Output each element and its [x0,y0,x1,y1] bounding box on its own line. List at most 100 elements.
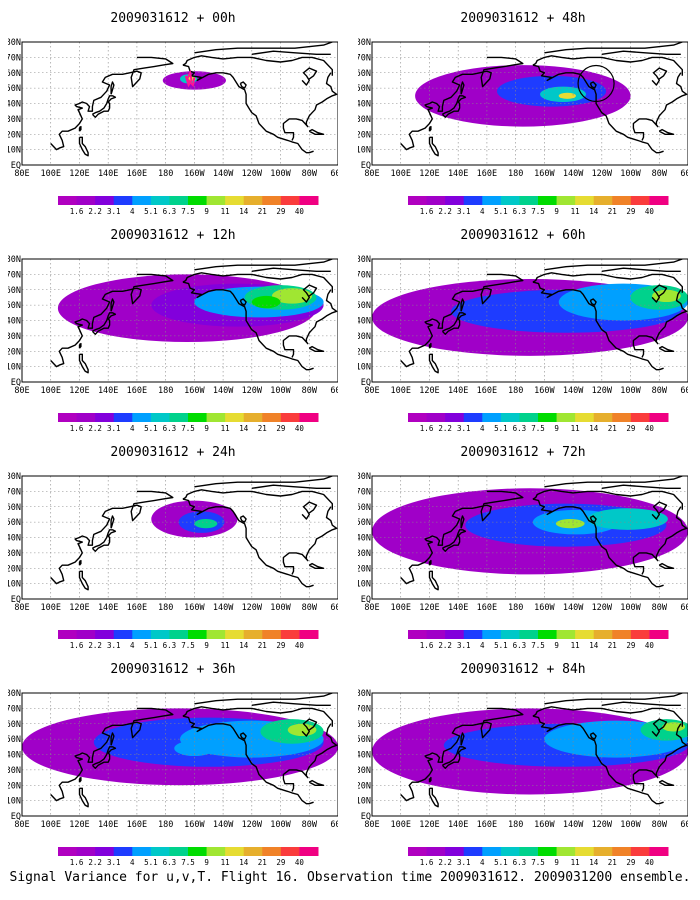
legend-swatch [500,630,520,639]
legend-swatch [225,847,245,856]
legend-swatch [169,847,189,856]
legend-swatch [95,196,115,205]
y-tick-label: EQ [361,595,371,605]
legend-swatch [575,630,595,639]
legend-swatch [225,413,245,422]
x-tick-label: 100W [620,386,641,396]
variance-contour [587,508,668,530]
legend-swatch [482,847,502,856]
y-tick-label: 40N [8,317,21,327]
legend-swatch [150,413,170,422]
legend-label: 40 [645,207,655,216]
y-tick-label: 70N [358,704,371,714]
x-tick-label: 60W [330,386,338,396]
legend-label: 9 [204,641,209,650]
panel-title: 2009031612 + 72h [460,445,585,460]
legend-swatch [299,847,319,856]
legend-label: 7.5 [531,207,545,216]
legend-swatch [538,413,558,422]
x-tick-label: 120W [242,603,263,613]
legend-swatch [426,847,446,856]
x-tick-label: 80W [652,820,668,830]
legend-swatch [649,413,669,422]
y-tick-label: 20N [358,130,371,140]
y-tick-label: 40N [358,751,371,761]
legend-label: 21 [258,207,267,216]
panel-title: 2009031612 + 60h [460,228,585,243]
legend-swatch [445,847,465,856]
forecast-panel: 2009031612 + 00h 80E 100E 120E 140E 160E 180 16… [8,8,338,228]
legend-swatch [575,196,595,205]
y-tick-label: EQ [361,812,371,822]
y-tick-label: 10N [8,797,21,807]
legend-swatch [519,630,539,639]
legend-label: 6.3 [513,424,527,433]
legend-label: 11 [221,858,230,867]
figure-caption: Signal Variance for u,v,T. Flight 16. Ob… [9,870,691,885]
map-frame [371,41,688,166]
y-tick-label: 80N [358,38,371,48]
legend-label: 29 [626,424,635,433]
x-tick-label: 60W [330,820,338,830]
x-tick-label: 160E [127,603,147,613]
legend-swatch [408,413,428,422]
y-tick-label: 50N [8,735,21,745]
coastlines [400,476,688,591]
legend-label: 2.2 [438,424,452,433]
x-tick-label: 60W [680,603,688,613]
x-tick-label: 140W [563,386,584,396]
color-legend: 1.6 2.2 3.1 4 5.1 6.3 7.5 9 11 14 21 29 40 [58,196,319,216]
y-tick-label: 30N [8,332,21,342]
variance-contour [194,519,218,529]
x-tick-label: 120E [69,603,89,613]
x-tick-label: 80E [14,820,29,830]
variance-field [372,693,688,816]
y-tick-label: 80N [8,38,21,48]
x-tick-label: 120E [69,820,89,830]
legend-swatch [206,630,226,639]
legend-swatch [630,630,650,639]
legend-swatch [188,413,208,422]
y-tick-label: 30N [8,549,21,559]
legend-swatch [593,196,613,205]
legend-label: 11 [221,641,230,650]
legend-swatch [150,196,170,205]
legend-swatch [132,413,152,422]
x-tick-label: 100W [270,386,291,396]
y-tick-label: 60N [8,720,21,730]
legend-label: 21 [258,424,267,433]
panel-title: 2009031612 + 12h [110,228,235,243]
x-tick-label: 140E [98,603,118,613]
y-tick-label: 40N [358,317,371,327]
legend-swatch [76,196,96,205]
legend-label: 7.5 [181,207,195,216]
variance-contour [174,740,215,757]
graticule [372,693,688,816]
legend-label: 6.3 [513,641,527,650]
x-tick-label: 80E [14,386,29,396]
legend-label: 9 [554,641,559,650]
legend-label: 29 [626,641,635,650]
variance-field [22,42,338,165]
legend-label: 9 [204,207,209,216]
legend-swatch [206,413,226,422]
y-tick-label: 20N [8,130,21,140]
legend-label: 4 [130,641,135,650]
legend-swatch [612,196,632,205]
legend-label: 2.2 [88,424,102,433]
legend-label: 11 [571,641,580,650]
y-tick-label: 70N [358,53,371,63]
y-tick-label: EQ [11,161,21,171]
legend-swatch [630,413,650,422]
graticule [22,476,338,599]
x-tick-label: 80W [302,169,318,179]
legend-swatch [169,630,189,639]
legend-swatch [262,413,282,422]
panel-title: 2009031612 + 36h [110,662,235,677]
legend-label: 21 [608,858,617,867]
forecast-map: 2009031612 + 84h 80E 100E 120E 140E 160E 180 16… [358,662,688,867]
legend-swatch [482,196,502,205]
legend-swatch [556,413,576,422]
coastlines [50,259,338,374]
x-tick-label: 100W [620,820,641,830]
